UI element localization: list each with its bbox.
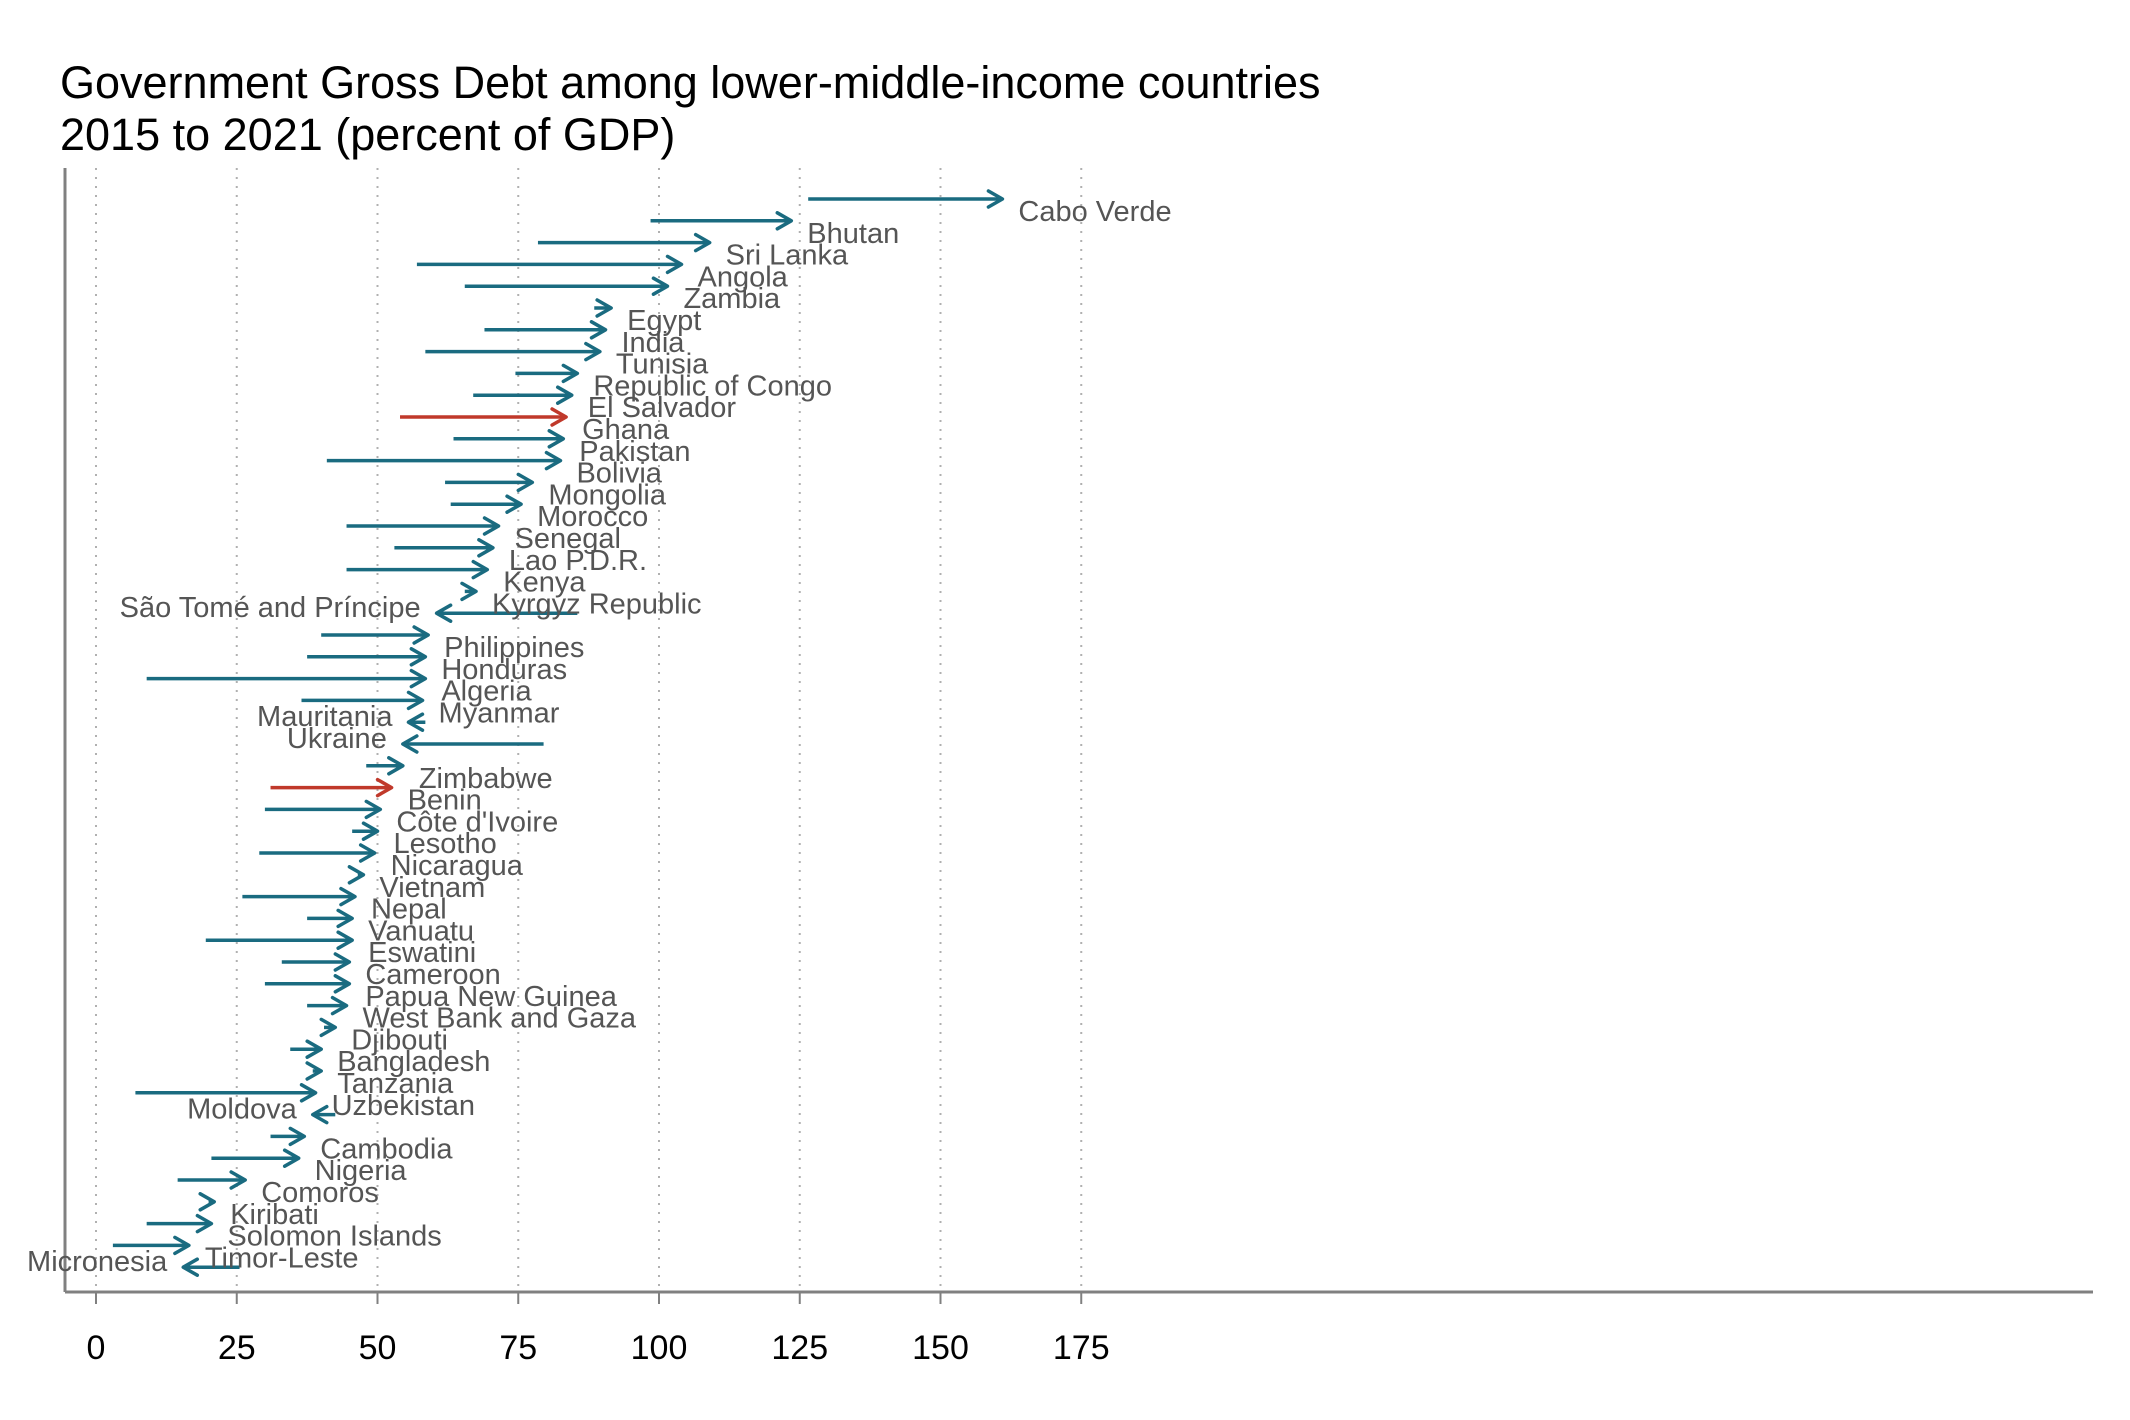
x-tick-label-150: 150 — [912, 1329, 969, 1367]
chart-subtitle: 2015 to 2021 (percent of GDP) — [60, 109, 676, 160]
label-djibouti: Djibouti — [351, 1024, 448, 1056]
label-cameroon: Cameroon — [365, 959, 500, 991]
label-lao-p-d-r: Lao P.D.R. — [509, 545, 647, 577]
label-benin: Benin — [408, 785, 482, 817]
label-tunisia: Tunisia — [616, 349, 709, 381]
label-angola: Angola — [698, 261, 789, 293]
label-nigeria: Nigeria — [315, 1155, 408, 1187]
label-vanuatu: Vanuatu — [368, 915, 474, 947]
label-egypt: Egypt — [627, 305, 701, 337]
label-bhutan: Bhutan — [807, 218, 899, 250]
axes — [63, 168, 2093, 1304]
x-tick-label-75: 75 — [499, 1329, 537, 1367]
x-tick-label-25: 25 — [218, 1329, 256, 1367]
label-honduras: Honduras — [441, 654, 567, 686]
label-pakistan: Pakistan — [579, 436, 690, 468]
label-eswatini: Eswatini — [368, 937, 476, 969]
label-nicaragua: Nicaragua — [391, 850, 524, 882]
x-tick-label-175: 175 — [1053, 1329, 1110, 1367]
label-zimbabwe: Zimbabwe — [419, 763, 553, 795]
label-lesotho: Lesotho — [394, 828, 497, 860]
label-bangladesh: Bangladesh — [337, 1046, 490, 1078]
label-mongolia: Mongolia — [548, 479, 667, 511]
label-sao-tome-and-principe: São Tomé and Príncipe — [120, 592, 421, 624]
label-bolivia: Bolivia — [576, 458, 662, 490]
label-sri-lanka: Sri Lanka — [726, 240, 849, 272]
label-republic-of-congo: Republic of Congo — [593, 370, 832, 402]
label-tanzania: Tanzania — [337, 1068, 454, 1100]
label-myanmar: Myanmar — [439, 697, 560, 729]
x-tick-label-50: 50 — [359, 1329, 397, 1367]
label-solomon-islands: Solomon Islands — [227, 1221, 441, 1253]
label-nepal: Nepal — [371, 894, 447, 926]
label-ukraine: Ukraine — [287, 723, 387, 755]
label-algeria: Algeria — [441, 676, 532, 708]
x-tick-label-0: 0 — [87, 1329, 106, 1367]
x-tick-label-100: 100 — [631, 1329, 688, 1367]
label-senegal: Senegal — [515, 523, 621, 555]
label-vietnam: Vietnam — [379, 872, 485, 904]
label-micronesia: Micronesia — [27, 1246, 168, 1278]
label-cote-d-ivoire: Côte d'Ivoire — [396, 806, 558, 838]
label-india: India — [622, 327, 686, 359]
label-mauritania: Mauritania — [257, 701, 393, 733]
label-ghana: Ghana — [582, 414, 670, 446]
label-kenya: Kenya — [503, 567, 586, 599]
label-uzbekistan: Uzbekistan — [332, 1090, 475, 1122]
label-timor-leste: Timor-Leste — [205, 1242, 359, 1274]
gridlines — [95, 168, 1083, 1292]
label-kyrgyz-republic: Kyrgyz Republic — [492, 588, 702, 620]
label-moldova: Moldova — [187, 1094, 297, 1126]
label-papua-new-guinea: Papua New Guinea — [365, 981, 617, 1013]
label-comoros: Comoros — [261, 1177, 379, 1209]
label-zambia: Zambia — [683, 283, 781, 315]
label-philippines: Philippines — [444, 632, 584, 664]
label-cambodia: Cambodia — [320, 1133, 453, 1165]
label-morocco: Morocco — [537, 501, 648, 533]
label-kiribati: Kiribati — [230, 1199, 319, 1231]
label-el-salvador: El Salvador — [588, 392, 737, 424]
x-tick-label-125: 125 — [771, 1329, 828, 1367]
label-cabo-verde: Cabo Verde — [1018, 196, 1171, 228]
chart-title: Government Gross Debt among lower-middle… — [60, 57, 1321, 108]
arrows — [112, 189, 1005, 1277]
x-tick-labels: 0 25 50 75 100 125 150 175 — [87, 1329, 1110, 1367]
label-west-bank-and-gaza: West Bank and Gaza — [363, 1003, 637, 1035]
